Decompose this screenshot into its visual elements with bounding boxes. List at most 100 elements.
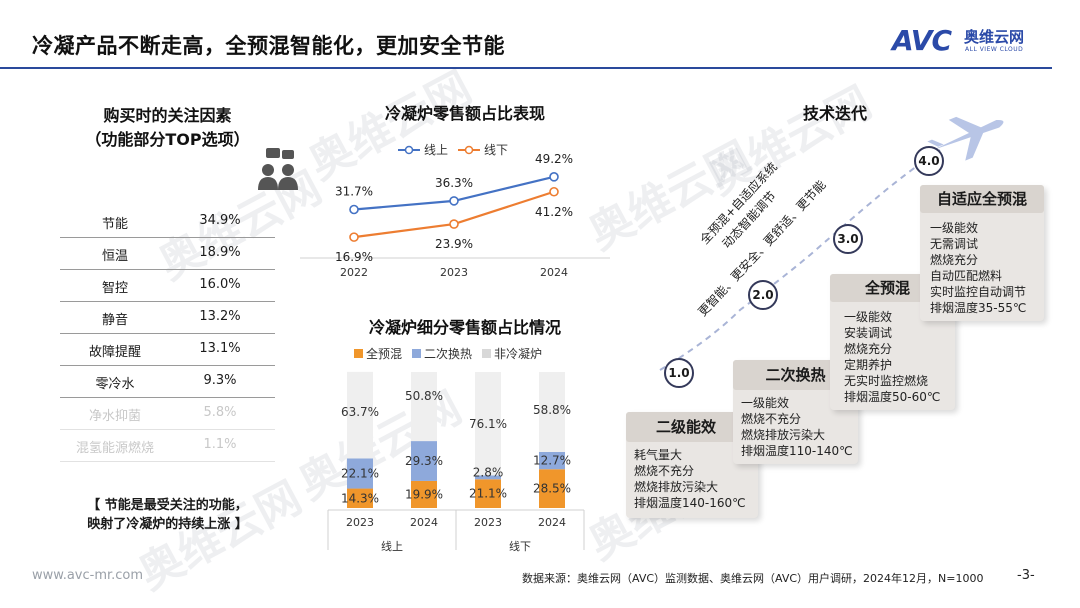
header-divider xyxy=(0,67,1052,69)
stage-items: 一级能效 无需调试 燃烧充分 自动匹配燃料 实时监控自动调节 排烟温度35-55… xyxy=(930,220,1026,316)
factor-value: 16.0% xyxy=(199,277,241,292)
data-label: 16.9% xyxy=(335,250,373,264)
bar-segment xyxy=(411,372,437,442)
x-tick-label: 2024 xyxy=(538,516,566,529)
line-chart-title: 冷凝炉零售额占比表现 xyxy=(384,104,545,123)
page-number: -3- xyxy=(1017,568,1035,583)
factor-value: 13.2% xyxy=(199,309,241,324)
stage-item: 一级能效 xyxy=(844,310,893,324)
data-label: 28.5% xyxy=(533,482,571,496)
stage-name: 自适应全预混 xyxy=(920,185,1044,213)
data-label: 31.7% xyxy=(335,184,373,198)
factor-name: 节能 xyxy=(101,217,128,232)
stage-number: 4.0 xyxy=(914,146,944,176)
bar-segment xyxy=(347,371,373,459)
tech-path xyxy=(659,116,1004,371)
data-point xyxy=(449,196,459,206)
data-label: 23.9% xyxy=(435,237,473,251)
stage-item: 耗气量大 xyxy=(634,448,683,462)
bar-segment xyxy=(411,441,437,481)
stage-number: 3.0 xyxy=(833,224,863,254)
stage-item: 无需调试 xyxy=(930,237,979,251)
x-tick-label: 2022 xyxy=(340,266,368,279)
logo-en: ALL VIEW CLOUD xyxy=(965,46,1024,53)
factor-row: 零冷水 9.3% xyxy=(60,365,275,398)
stage-item: 排烟温度110-140℃ xyxy=(741,444,853,458)
data-label: 49.2% xyxy=(535,152,573,166)
stage-items: 一级能效 燃烧不充分 燃烧排放污染大 排烟温度110-140℃ xyxy=(741,395,853,459)
bar-chart: 全预混 二次换热 非冷凝炉 14.3% 22.1% 63.7% 19.9% 29.3% 50.8… xyxy=(327,346,585,553)
stage-number: 2.0 xyxy=(748,280,778,310)
logo-brand: AVC xyxy=(892,24,952,57)
legend-label: 二次换热 xyxy=(424,347,472,361)
x-tick-label: 2023 xyxy=(440,266,468,279)
data-label: 19.9% xyxy=(405,487,443,501)
factor-row: 故障提醒 13.1% xyxy=(60,333,275,366)
data-point xyxy=(549,172,559,182)
data-label: 22.1% xyxy=(341,467,379,481)
factor-name: 故障提醒 xyxy=(88,345,141,360)
factor-row: 净水抑菌 5.8% xyxy=(60,397,275,430)
stage-item: 燃烧不充分 xyxy=(634,464,695,478)
group-label: 线下 xyxy=(509,539,531,553)
logo-cn: 奥维云网 xyxy=(964,28,1025,46)
factor-name: 净水抑菌 xyxy=(88,409,141,424)
tech-title: 技术迭代 xyxy=(802,104,867,123)
legend-marker xyxy=(464,145,474,155)
stage-item: 排烟温度140-160℃ xyxy=(634,496,746,510)
factor-row: 恒温 18.9% xyxy=(60,237,275,270)
data-label: 76.1% xyxy=(469,417,507,431)
factor-value: 9.3% xyxy=(203,373,237,388)
data-label: 58.8% xyxy=(533,403,571,417)
legend-label: 全预混 xyxy=(366,346,402,361)
data-label: 29.3% xyxy=(405,454,443,468)
bar-segment xyxy=(475,479,501,508)
legend-label: 线上 xyxy=(424,143,448,157)
data-label: 50.8% xyxy=(405,389,443,403)
factor-name: 恒温 xyxy=(101,249,128,264)
factors-conclusion: 【 节能是最受关注的功能， 映射了冷凝炉的持续上涨 】 xyxy=(60,496,275,534)
data-point xyxy=(549,186,559,197)
conclusion-line: 映射了冷凝炉的持续上涨 】 xyxy=(87,517,248,532)
stage-item: 安装调试 xyxy=(844,326,893,340)
stage-item: 排烟温度50-60℃ xyxy=(844,390,941,404)
stage-item: 排烟温度35-55℃ xyxy=(930,301,1027,315)
legend-swatch xyxy=(412,349,421,358)
legend-label: 非冷凝炉 xyxy=(494,346,542,361)
data-point xyxy=(349,204,359,215)
stage-item: 燃烧排放污染大 xyxy=(741,428,826,442)
stage-item: 无实时监控燃烧 xyxy=(844,374,929,388)
stage-items: 耗气量大 燃烧不充分 燃烧排放污染大 排烟温度140-160℃ xyxy=(634,447,746,511)
group-label: 线上 xyxy=(381,539,403,553)
factor-name: 混氢能源燃烧 xyxy=(75,441,154,456)
bar-chart-title: 冷凝炉细分零售额占比情况 xyxy=(368,318,561,337)
legend-marker xyxy=(404,145,414,155)
factor-row: 节能 34.9% xyxy=(60,205,275,238)
stage-name: 二级能效 xyxy=(626,412,746,442)
bar-segment xyxy=(539,451,565,470)
stage-item: 一级能效 xyxy=(930,221,979,235)
bar-segment xyxy=(411,480,437,508)
footer-url: www.avc-mr.com xyxy=(32,568,144,583)
stage-items: 一级能效 安装调试 燃烧充分 定期养护 无实时监控燃烧 排烟温度50-60℃ xyxy=(844,309,940,405)
stage-item: 燃烧不充分 xyxy=(741,412,802,426)
factor-row: 智控 16.0% xyxy=(60,269,275,302)
x-tick-label: 2024 xyxy=(410,516,438,529)
factor-name: 零冷水 xyxy=(95,377,135,392)
stage-item: 实时监控自动调节 xyxy=(930,285,1027,299)
conclusion-line: 【 节能是最受关注的功能， xyxy=(87,498,248,513)
stage-item: 一级能效 xyxy=(741,396,790,410)
factor-value: 5.8% xyxy=(203,405,237,420)
data-label: 63.7% xyxy=(341,405,379,419)
bar-segment xyxy=(539,372,565,452)
data-point xyxy=(449,219,459,229)
factor-name: 智控 xyxy=(101,281,128,296)
factors-title: 购买时的关注因素 xyxy=(103,106,232,125)
data-label: 12.7% xyxy=(533,454,571,468)
stage-item: 燃烧排放污染大 xyxy=(634,480,719,494)
airplane-icon xyxy=(927,116,1004,161)
stage-item: 定期养护 xyxy=(844,358,893,372)
line-chart: 线上 线下 2022 2023 2024 31.7% 36.3% 49.2% 16.9% 23.9… xyxy=(300,143,610,279)
x-tick-label: 2023 xyxy=(474,516,502,529)
data-point xyxy=(349,232,359,242)
